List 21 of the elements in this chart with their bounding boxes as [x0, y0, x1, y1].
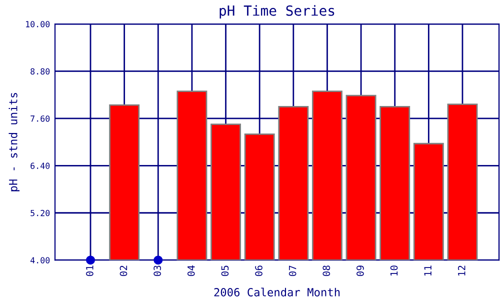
x-tick-label: 06	[255, 266, 262, 276]
x-tick-label: 04	[187, 265, 195, 276]
y-axis-title: pH - stnd units	[8, 92, 20, 192]
x-tick-label: 01	[86, 266, 94, 276]
x-tick-label: 07	[288, 266, 296, 276]
chart-title: pH Time Series	[220, 5, 334, 19]
x-tick-label: 12	[458, 266, 466, 276]
x-tick-label: 09	[356, 266, 364, 276]
y-tick-label: 4.00	[30, 257, 50, 264]
x-tick-label: 11	[424, 266, 432, 276]
x-tick-label: 02	[120, 266, 128, 276]
x-tick-label: 05	[221, 266, 229, 276]
y-tick-label: 6.40	[30, 162, 50, 169]
y-tick-label: 5.20	[30, 210, 50, 216]
y-tick-label: 8.80	[30, 68, 50, 75]
y-tick-label: 7.60	[30, 115, 50, 122]
x-axis-title: 2006 Calendar Month	[214, 288, 340, 296]
y-tick-label: 10.00	[26, 21, 50, 28]
x-tick-label: 03	[154, 266, 161, 276]
x-tick-label: 10	[390, 266, 398, 276]
x-tick-label: 08	[322, 266, 330, 276]
